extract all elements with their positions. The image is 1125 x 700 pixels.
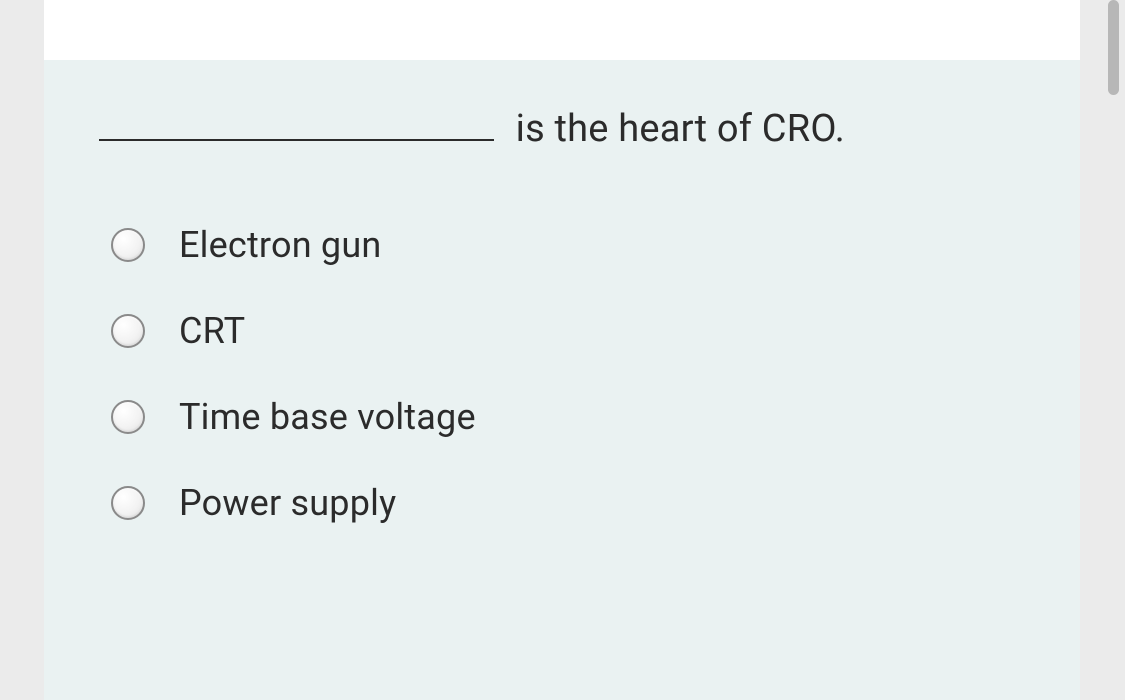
radio-icon[interactable] (111, 400, 145, 434)
option-electron-gun[interactable]: Electron gun (111, 224, 1025, 266)
option-label: Time base voltage (179, 396, 476, 438)
scrollbar-thumb[interactable] (1108, 0, 1119, 95)
options-list: Electron gun CRT Time base voltage Power… (99, 224, 1025, 524)
radio-icon[interactable] (111, 314, 145, 348)
question-suffix: is the heart of CRO. (516, 107, 845, 151)
radio-icon[interactable] (111, 486, 145, 520)
radio-icon[interactable] (111, 228, 145, 262)
question-text: is the heart of CRO. (99, 105, 1025, 154)
option-label: Electron gun (179, 224, 381, 266)
fill-blank (99, 139, 494, 141)
question-card: is the heart of CRO. Electron gun CRT Ti… (44, 0, 1080, 700)
option-label: Power supply (179, 482, 396, 524)
scrollbar-track[interactable] (1105, 0, 1119, 700)
option-power-supply[interactable]: Power supply (111, 482, 1025, 524)
option-crt[interactable]: CRT (111, 310, 1025, 352)
option-time-base-voltage[interactable]: Time base voltage (111, 396, 1025, 438)
option-label: CRT (179, 310, 245, 352)
question-block: is the heart of CRO. Electron gun CRT Ti… (44, 60, 1080, 700)
